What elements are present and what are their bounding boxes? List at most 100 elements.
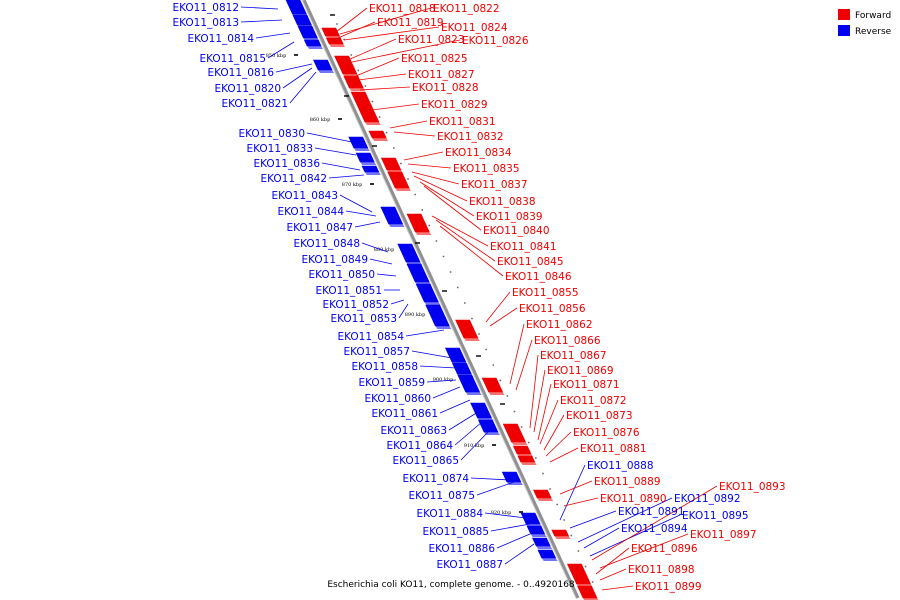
gap-dot	[385, 131, 388, 134]
leader-line	[306, 132, 353, 143]
gap-dot	[506, 395, 509, 397]
reverse-gene-block-shade	[360, 162, 377, 165]
leader-line	[601, 585, 634, 591]
gap-dot	[478, 333, 480, 335]
gene-label: EKO11_0885	[422, 526, 489, 538]
gene-label: EKO11_0853	[330, 313, 397, 325]
scale-tick-label: 890 kbp	[405, 312, 426, 318]
leader-line	[460, 431, 489, 461]
forward-gene-block-shade	[372, 138, 389, 141]
label-leaders	[240, 6, 718, 591]
gap-dot	[357, 69, 360, 72]
gene-label: EKO11_0850	[308, 269, 375, 281]
scale-tick-label: 880 kbp	[374, 247, 395, 253]
gene-label: EKO11_0865	[392, 455, 459, 467]
gene-label: EKO11_0844	[277, 206, 344, 218]
gene-label: EKO11_0886	[428, 543, 495, 555]
gene-label: EKO11_0846	[505, 271, 572, 283]
gene-label: EKO11_0830	[238, 128, 305, 140]
scale-tick-label: 860 kbp	[310, 117, 331, 123]
leader-line	[411, 171, 460, 185]
gene-label: EKO11_0861	[371, 408, 438, 420]
forward-gene-block-shade	[329, 44, 346, 47]
leader-line	[357, 73, 407, 81]
gene-label: EKO11_0833	[246, 143, 313, 155]
gap-dot	[364, 85, 367, 87]
gene-label: EKO11_0829	[421, 99, 488, 111]
reverse-gene-block	[313, 59, 333, 71]
leader-line	[314, 147, 357, 156]
leader-line	[359, 86, 411, 91]
leader-line	[240, 6, 279, 10]
leader-line	[289, 71, 317, 104]
leader-line	[339, 7, 432, 35]
leader-line	[545, 431, 572, 457]
leader-line	[403, 151, 444, 161]
leader-line	[599, 533, 689, 569]
gap-dot	[534, 457, 537, 459]
gene-label: EKO11_0848	[293, 238, 360, 250]
leader-line	[240, 19, 283, 23]
reverse-gene-block-shade	[483, 432, 500, 435]
reverse-gene-block-shade	[530, 534, 547, 537]
leader-line	[496, 533, 531, 549]
leader-line	[515, 339, 533, 391]
forward-gene-block	[551, 529, 570, 537]
gene-label: EKO11_0837	[461, 179, 528, 191]
gene-label: EKO11_0858	[351, 361, 418, 373]
leader-line	[419, 365, 457, 369]
gap-dots	[330, 14, 594, 583]
gene-label: EKO11_0845	[497, 256, 564, 268]
gene-label: EKO11_0875	[408, 490, 475, 502]
leader-line	[407, 163, 452, 169]
gap-dot	[463, 302, 466, 304]
forward-gene-block	[387, 171, 410, 189]
leader-line	[347, 38, 397, 61]
legend-forward-label: Forward	[855, 11, 891, 21]
leader-line	[371, 103, 420, 111]
leader-line	[405, 329, 445, 337]
gene-label: EKO11_0864	[386, 440, 453, 452]
forward-gene-block	[321, 27, 340, 37]
gene-label: EKO11_0889	[594, 476, 661, 488]
leader-line	[595, 547, 630, 575]
gap-dot	[542, 472, 544, 475]
gap-dot	[520, 426, 523, 428]
leader-line	[411, 350, 453, 359]
gene-label: EKO11_0867	[540, 350, 607, 362]
gap-dot	[584, 565, 587, 568]
leader-line	[337, 21, 376, 39]
forward-gene-block-shade	[511, 442, 528, 445]
gene-label: EKO11_0895	[682, 510, 749, 522]
reverse-gene-block-shade	[465, 392, 482, 395]
gene-label: EKO11_0812	[172, 2, 239, 14]
gene-label: EKO11_0819	[377, 17, 444, 29]
gap-dot	[414, 193, 417, 196]
gene-label: EKO11_0881	[580, 443, 647, 455]
leader-line	[423, 185, 482, 231]
leader-line	[599, 568, 627, 581]
gene-label: EKO11_0884	[416, 508, 483, 520]
gene-label: EKO11_0862	[526, 319, 593, 331]
leader-line	[275, 63, 313, 73]
gap-dot	[350, 54, 353, 56]
gene-label: EKO11_0822	[433, 3, 500, 15]
leader-line	[398, 303, 409, 319]
scale-tick-label: 900 kbp	[433, 377, 454, 383]
leader-line	[563, 497, 599, 507]
leader-line	[361, 242, 389, 253]
legend-reverse-swatch	[838, 25, 850, 36]
forward-gene-block	[517, 455, 536, 463]
reverse-gene-block	[355, 152, 375, 163]
gene-label: EKO11_0860	[364, 393, 431, 405]
leader-line	[419, 181, 475, 217]
gene-label: EKO11_0824	[441, 22, 508, 34]
leader-line	[345, 210, 377, 217]
gene-label: EKO11_0821	[221, 98, 288, 110]
leader-line	[335, 7, 368, 33]
gene-labels: EKO11_0812 EKO11_0813 EKO11_0814 EKO11_0815…	[172, 2, 785, 593]
gene-label: EKO11_0892	[674, 493, 741, 505]
gene-label: EKO11_0825	[401, 53, 468, 65]
